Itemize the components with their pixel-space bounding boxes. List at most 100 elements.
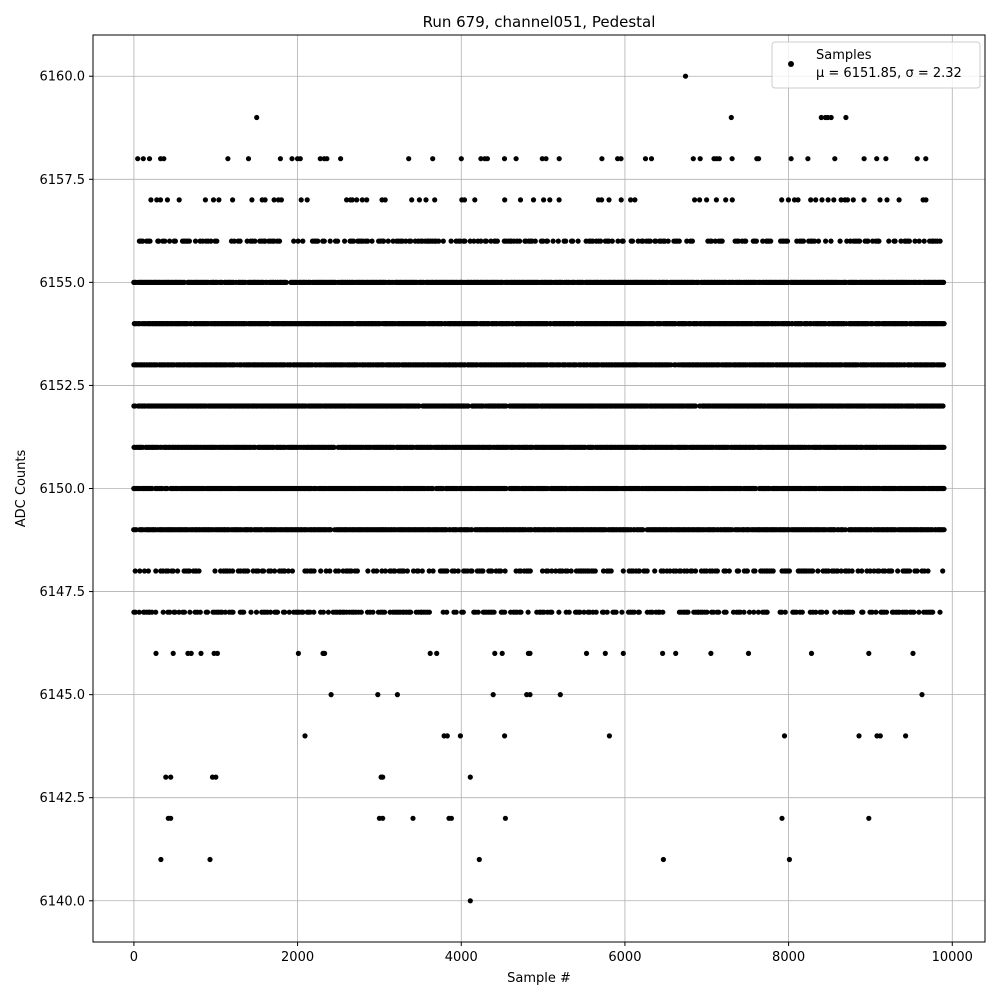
data-point (502, 568, 508, 574)
data-point (204, 609, 211, 615)
data-point (408, 609, 414, 615)
data-point (328, 527, 334, 533)
data-point (248, 609, 254, 615)
data-point (230, 609, 236, 615)
data-point (331, 444, 337, 450)
data-point (325, 609, 331, 615)
data-point (566, 609, 572, 615)
data-point (460, 609, 466, 615)
data-point (289, 568, 295, 574)
data-point (941, 279, 947, 285)
data-point (196, 568, 202, 574)
data-point (502, 609, 508, 615)
data-point (132, 568, 138, 574)
data-point (741, 609, 747, 615)
data-point (723, 609, 729, 615)
data-point (819, 609, 825, 615)
data-point (283, 279, 289, 285)
data-point (455, 568, 461, 574)
data-point (556, 609, 562, 615)
data-point (419, 568, 425, 574)
data-point (336, 568, 342, 574)
data-point (640, 527, 646, 533)
data-point (153, 568, 159, 574)
data-point (261, 568, 267, 574)
data-point (241, 609, 247, 615)
data-point (354, 568, 360, 574)
data-point (941, 444, 947, 450)
data-point (175, 568, 181, 574)
data-point (444, 609, 450, 615)
data-point (311, 568, 317, 574)
data-point (619, 609, 625, 615)
data-point (370, 609, 376, 615)
data-point (753, 485, 759, 492)
data-point (181, 609, 188, 615)
data-point (883, 609, 890, 615)
data-point (604, 609, 610, 615)
data-point (593, 609, 599, 615)
data-point (430, 568, 436, 574)
data-point (764, 609, 770, 615)
data-point (245, 568, 251, 574)
data-point (426, 609, 432, 615)
data-point (685, 609, 691, 615)
data-point (751, 609, 757, 615)
data-point (160, 609, 166, 615)
data-point (832, 609, 838, 615)
data-point (824, 609, 830, 615)
data-point (782, 609, 788, 615)
data-point (137, 568, 143, 574)
data-point (382, 568, 388, 574)
data-point (503, 485, 509, 492)
data-point (842, 527, 848, 533)
data-point (916, 609, 922, 615)
data-point (253, 609, 260, 615)
data-point (311, 609, 317, 615)
data-point (940, 403, 946, 409)
data-point (320, 609, 326, 615)
data-point (187, 609, 193, 615)
data-point (374, 568, 380, 574)
data-point (636, 609, 642, 615)
data-point (930, 609, 936, 615)
data-point (660, 609, 666, 615)
data-point (518, 609, 524, 615)
data-point (327, 568, 333, 574)
data-point (453, 609, 459, 615)
data-point (212, 568, 218, 574)
data-point (480, 568, 486, 574)
data-point (430, 485, 436, 492)
data-point (197, 609, 203, 615)
data-point (860, 609, 866, 615)
data-point (404, 568, 410, 574)
data-point (911, 609, 917, 615)
data-point (282, 609, 288, 615)
data-point (444, 568, 450, 574)
data-point (941, 527, 947, 533)
data-point (145, 568, 151, 574)
data-point (153, 609, 159, 615)
data-point (941, 362, 947, 368)
data-point (704, 609, 710, 615)
data-point (469, 568, 475, 574)
data-point (358, 609, 364, 615)
data-point (491, 609, 497, 615)
data-point (230, 568, 236, 574)
data-point (272, 568, 278, 574)
data-point (549, 609, 555, 615)
data-point (475, 609, 481, 615)
data-point (937, 609, 943, 615)
data-point (850, 609, 856, 615)
data-point (382, 609, 388, 615)
data-point (941, 321, 947, 327)
data-point (274, 609, 281, 615)
data-points (131, 73, 947, 904)
data-point (365, 568, 371, 574)
data-point (941, 485, 947, 492)
data-point (799, 609, 805, 615)
data-point (716, 609, 722, 615)
data-point (525, 609, 531, 615)
